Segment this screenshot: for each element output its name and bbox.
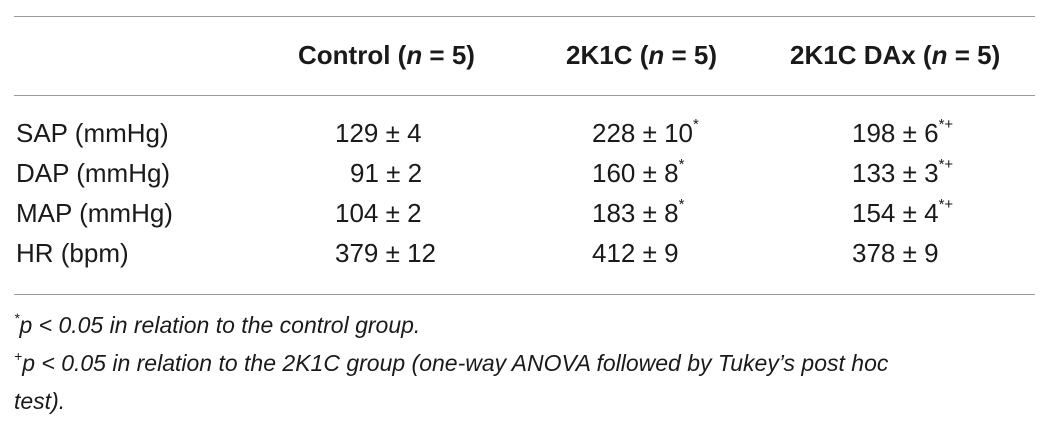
significance-mark: *+ — [938, 196, 954, 213]
cell-control: 379 ± 12 — [335, 238, 437, 268]
significance-mark: *+ — [938, 116, 954, 133]
cell-control: 104 ± 2 — [335, 198, 422, 228]
cell-2k1c: 228 ± 10* — [592, 116, 699, 148]
significance-mark: *+ — [938, 156, 954, 173]
header-control: Control (n = 5) — [298, 40, 475, 70]
table-header-rule — [14, 95, 1035, 96]
cell-2k1c-dax: 133 ± 3*+ — [852, 156, 954, 188]
significance-mark: * — [678, 156, 685, 173]
cell-control: 91 ± 2 — [350, 158, 423, 188]
cell-2k1c: 183 ± 8* — [592, 196, 685, 228]
significance-mark: * — [693, 116, 699, 133]
table-top-rule — [14, 16, 1035, 17]
table-row: DAP (mmHg) 91 ± 2 160 ± 8* 133 ± 3*+ — [0, 156, 1052, 198]
cell-2k1c-dax: 378 ± 9 — [852, 238, 939, 268]
table-bottom-rule — [14, 294, 1035, 295]
cell-2k1c-dax: 198 ± 6*+ — [852, 116, 954, 148]
row-label: DAP (mmHg) — [16, 158, 171, 188]
cell-2k1c: 160 ± 8* — [592, 156, 685, 188]
cell-2k1c: 412 ± 9 — [592, 238, 679, 268]
header-2k1c: 2K1C (n = 5) — [566, 40, 717, 70]
significance-mark: * — [678, 196, 685, 213]
table-row: HR (bpm) 379 ± 12 412 ± 9 378 ± 9 — [0, 238, 1052, 278]
footnote-control: *p < 0.05 in relation to the control gro… — [14, 310, 421, 338]
footnote-2k1c-continued: test). — [14, 388, 66, 414]
cell-2k1c-dax: 154 ± 4*+ — [852, 196, 954, 228]
footnote-2k1c: +p < 0.05 in relation to the 2K1C group … — [14, 348, 889, 376]
table-row: MAP (mmHg) 104 ± 2 183 ± 8* 154 ± 4*+ — [0, 196, 1052, 238]
header-2k1c-dax: 2K1C DAx (n = 5) — [790, 40, 1001, 70]
row-label: MAP (mmHg) — [16, 198, 173, 228]
row-label: HR (bpm) — [16, 238, 129, 268]
table-row: SAP (mmHg) 129 ± 4 228 ± 10* 198 ± 6*+ — [0, 116, 1052, 158]
cell-control: 129 ± 4 — [335, 118, 422, 148]
row-label: SAP (mmHg) — [16, 118, 169, 148]
